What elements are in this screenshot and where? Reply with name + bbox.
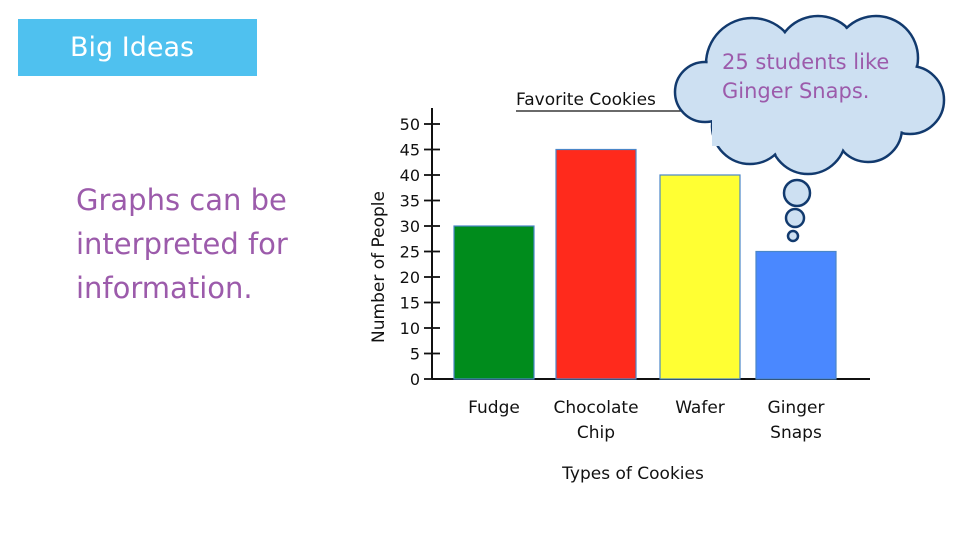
y-tick-label: 20	[400, 268, 420, 287]
bar-2	[659, 174, 741, 380]
y-tick-label: 5	[410, 345, 420, 364]
y-tick-label: 50	[400, 115, 420, 134]
y-tick-label: 10	[400, 319, 420, 338]
x-axis-label: Types of Cookies	[561, 464, 704, 484]
x-tick-label: Wafer	[675, 398, 725, 418]
big-ideas-badge: Big Ideas	[18, 19, 257, 76]
y-tick-label: 45	[400, 141, 420, 160]
x-tick-label: Chocolate	[553, 398, 638, 418]
y-tick-label: 15	[400, 294, 420, 313]
bar-3	[755, 250, 837, 380]
x-tick-label: Fudge	[468, 398, 520, 418]
chart-title: Favorite Cookies	[516, 90, 656, 110]
x-tick-label: Snaps	[770, 423, 822, 443]
thought-cloud	[673, 14, 946, 243]
x-tick-labels: Fudge Chocolate Chip Wafer Ginger Snaps	[468, 398, 824, 443]
bar-0	[453, 225, 535, 380]
bar-1	[555, 148, 637, 380]
y-tick-label: 25	[400, 243, 420, 262]
chart-bars	[453, 148, 837, 380]
y-tick-label: 0	[410, 370, 420, 389]
y-tick-label: 40	[400, 166, 420, 185]
y-tick-label: 30	[400, 217, 420, 236]
y-axis-label: Number of People	[369, 191, 389, 343]
thought-cloud-text: 25 students like Ginger Snaps.	[722, 50, 890, 103]
x-tick-label: Ginger	[768, 398, 825, 418]
y-ticks: 0 5 10 15 20 25 30 35 40 45 50	[400, 115, 440, 389]
y-tick-label: 35	[400, 192, 420, 211]
x-tick-label: Chip	[577, 423, 615, 443]
big-idea-text: Graphs can be interpreted for informatio…	[76, 183, 288, 305]
